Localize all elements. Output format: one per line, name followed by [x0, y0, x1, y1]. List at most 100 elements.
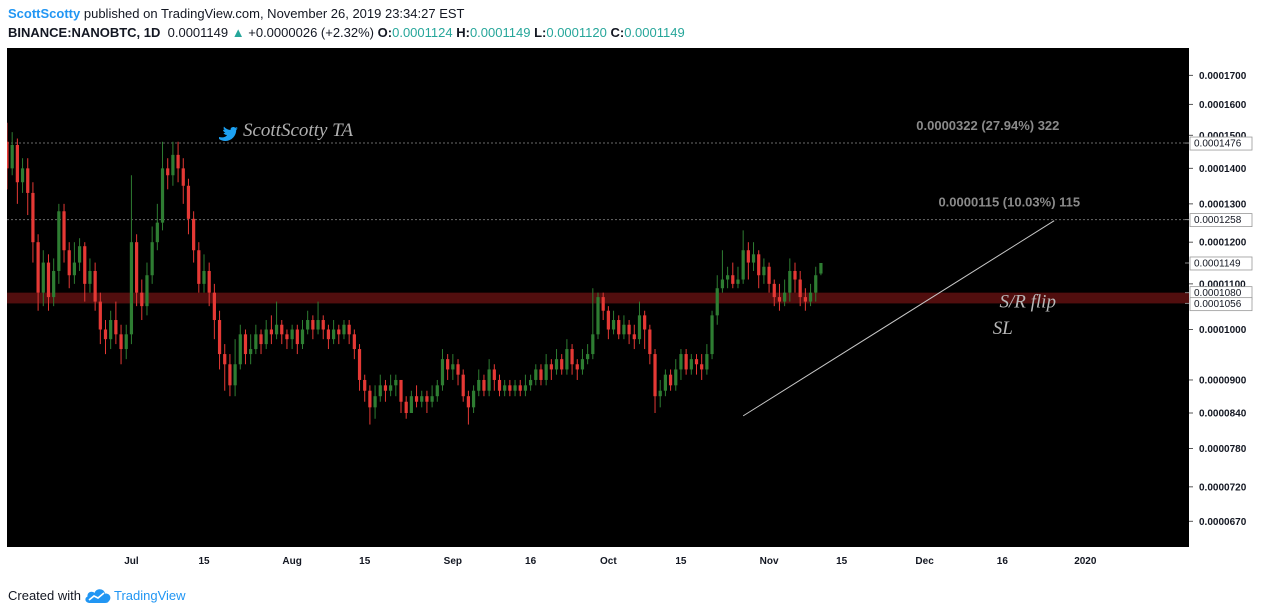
candle-body[interactable] [710, 315, 714, 355]
candle-body[interactable] [119, 334, 123, 350]
candle-body[interactable] [67, 250, 71, 276]
candle-body[interactable] [544, 364, 548, 380]
candle-body[interactable] [389, 385, 393, 391]
tradingview-brand[interactable]: TradingView [113, 588, 186, 603]
candle-body[interactable] [435, 385, 439, 397]
candle-body[interactable] [565, 349, 569, 370]
candle-body[interactable] [643, 315, 647, 330]
candle-body[interactable] [399, 379, 403, 402]
candle-body[interactable] [103, 329, 108, 340]
candle-body[interactable] [31, 192, 35, 243]
candle-body[interactable] [72, 262, 77, 276]
candle-body[interactable] [554, 359, 559, 370]
candle-body[interactable] [497, 379, 502, 391]
candle-body[interactable] [570, 349, 574, 365]
candle-body[interactable] [736, 279, 740, 284]
candle-body[interactable] [534, 369, 538, 380]
candle-body[interactable] [36, 242, 40, 293]
candle-body[interactable] [378, 385, 382, 397]
candle-body[interactable] [228, 364, 232, 386]
candle-body[interactable] [725, 275, 730, 280]
candle-body[interactable] [249, 349, 253, 355]
candle-body[interactable] [513, 385, 517, 391]
candle-body[interactable] [586, 354, 590, 360]
candle-body[interactable] [10, 144, 14, 169]
candle-body[interactable] [793, 270, 797, 280]
candle-body[interactable] [783, 292, 787, 302]
candle-body[interactable] [306, 320, 310, 330]
price-chart[interactable]: 0.0000322 (27.94%) 322 0.0000115 (10.03%)… [7, 48, 1257, 574]
candle-body[interactable] [207, 270, 211, 293]
candle-body[interactable] [192, 218, 196, 251]
candle-body[interactable] [93, 270, 97, 302]
candle-body[interactable] [767, 266, 771, 284]
candle-body[interactable] [197, 250, 201, 284]
candle-body[interactable] [440, 359, 445, 386]
candle-body[interactable] [622, 324, 626, 335]
candle-body[interactable] [311, 320, 315, 330]
candle-body[interactable] [243, 334, 248, 355]
candle-body[interactable] [83, 246, 87, 284]
candle-body[interactable] [492, 369, 496, 380]
candle-body[interactable] [503, 385, 507, 391]
candle-body[interactable] [404, 401, 408, 414]
candle-body[interactable] [145, 275, 149, 307]
candle-body[interactable] [580, 359, 585, 370]
candle-body[interactable] [166, 168, 170, 176]
candle-body[interactable] [741, 250, 745, 280]
candle-body[interactable] [528, 379, 533, 386]
candle-body[interactable] [591, 334, 595, 355]
candle-body[interactable] [487, 369, 491, 391]
candle-body[interactable] [575, 364, 579, 370]
candle-body[interactable] [606, 310, 610, 330]
candle-body[interactable] [217, 320, 222, 355]
candle-body[interactable] [134, 242, 139, 293]
candle-body[interactable] [57, 211, 61, 271]
candle-body[interactable] [264, 329, 268, 345]
candle-body[interactable] [477, 379, 481, 391]
candle-body[interactable] [627, 324, 631, 335]
candle-body[interactable] [77, 246, 82, 263]
candle-body[interactable] [508, 385, 512, 391]
candle-body[interactable] [7, 141, 9, 169]
candle-body[interactable] [124, 334, 128, 350]
candle-body[interactable] [679, 354, 683, 370]
candle-body[interactable] [186, 185, 191, 219]
candle-body[interactable] [295, 329, 299, 345]
candle-body[interactable] [684, 354, 688, 370]
candle-body[interactable] [285, 334, 289, 340]
candle-body[interactable] [461, 374, 465, 397]
candle-body[interactable] [700, 364, 704, 370]
candle-body[interactable] [425, 396, 429, 402]
candle-body[interactable] [788, 270, 792, 293]
candle-body[interactable] [20, 168, 25, 183]
candle-body[interactable] [342, 324, 346, 335]
candle-body[interactable] [326, 329, 331, 340]
candle-body[interactable] [259, 334, 263, 345]
candle-body[interactable] [337, 329, 341, 335]
candle-body[interactable] [482, 379, 486, 391]
candle-body[interactable] [368, 390, 372, 408]
candle-body[interactable] [539, 369, 543, 380]
candle-body[interactable] [150, 242, 154, 276]
candle-body[interactable] [129, 242, 134, 335]
candle-body[interactable] [808, 292, 813, 302]
candle-body[interactable] [731, 275, 735, 284]
candle-body[interactable] [26, 168, 30, 193]
candle-body[interactable] [171, 154, 175, 176]
candle-body[interactable] [653, 354, 657, 397]
candle-body[interactable] [420, 396, 424, 402]
candle-body[interactable] [751, 254, 756, 263]
candle-body[interactable] [430, 396, 434, 402]
candle-body[interactable] [648, 329, 652, 355]
candle-body[interactable] [746, 250, 750, 263]
candle-body[interactable] [269, 329, 274, 335]
candle-body[interactable] [155, 222, 159, 243]
author-name[interactable]: ScottScotty [8, 6, 81, 21]
candle-body[interactable] [181, 168, 185, 186]
candle-body[interactable] [212, 292, 216, 321]
candle-body[interactable] [363, 379, 367, 391]
candle-body[interactable] [601, 297, 605, 311]
candle-body[interactable] [720, 279, 725, 289]
candle-body[interactable] [560, 359, 564, 370]
